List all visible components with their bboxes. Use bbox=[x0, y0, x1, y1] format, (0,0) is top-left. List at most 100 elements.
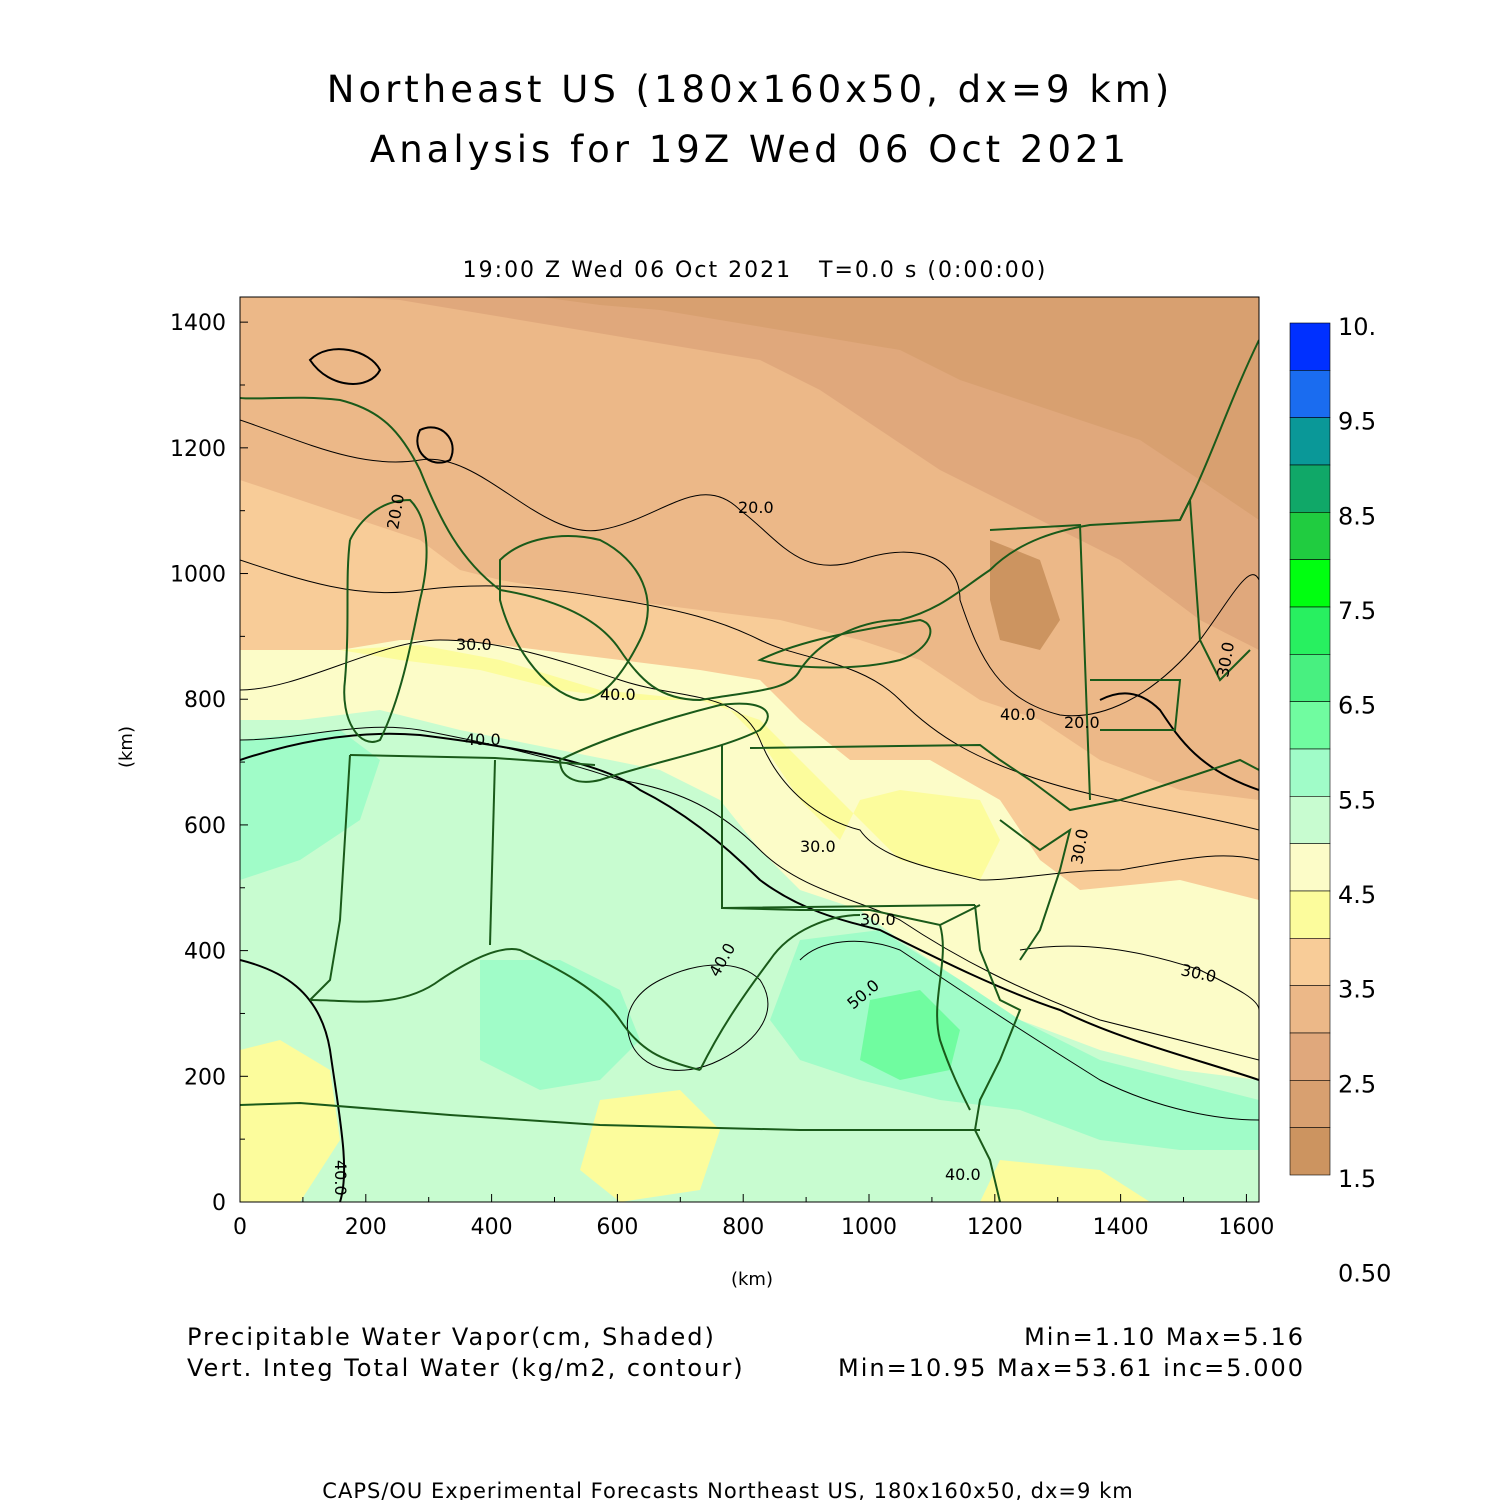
shaded-field-label: Precipitable Water Vapor(cm, Shaded) bbox=[187, 1323, 716, 1351]
colorbar-swatch bbox=[1289, 796, 1331, 844]
x-tick-label: 1400 bbox=[1093, 1215, 1149, 1240]
contour-30 bbox=[240, 639, 1259, 881]
contour-field-label: Vert. Integ Total Water (kg/m2, contour) bbox=[187, 1354, 745, 1382]
contour-north-loop2 bbox=[416, 426, 454, 464]
contour-label: 40.0 bbox=[465, 730, 501, 749]
colorbar-swatch bbox=[1289, 654, 1331, 702]
boundary-delmarva bbox=[974, 904, 1022, 1131]
chart-title-line1: Northeast US (180x160x50, dx=9 km) bbox=[326, 68, 1174, 111]
y-tick-label: 600 bbox=[184, 814, 226, 839]
colorbar-swatch bbox=[1289, 1032, 1331, 1081]
y-tick-label: 200 bbox=[184, 1065, 226, 1090]
y-tick-label: 1200 bbox=[170, 437, 226, 462]
y-tick-label: 400 bbox=[184, 940, 226, 965]
boundary-state-md bbox=[721, 904, 981, 927]
colorbar-swatch bbox=[1289, 606, 1331, 655]
x-tick-label: 0 bbox=[233, 1215, 247, 1240]
x-tick-label: 400 bbox=[471, 1215, 513, 1240]
boundary-state-ny-pa bbox=[749, 743, 1031, 781]
y-tick-label: 800 bbox=[184, 688, 226, 713]
shaded-field-stats: Min=1.10 Max=5.16 bbox=[1024, 1323, 1305, 1351]
credit-line: CAPS/OU Experimental Forecasts Northeast… bbox=[322, 1479, 1133, 1500]
colorbar-swatch bbox=[1289, 370, 1331, 418]
contour-45-south bbox=[626, 964, 769, 1071]
colorbar-label: 5.5 bbox=[1338, 786, 1376, 814]
shade-band-5.0 bbox=[860, 990, 960, 1080]
contour-30-se bbox=[1019, 945, 1259, 1011]
contour-label: 40.0 bbox=[945, 1165, 981, 1184]
contour-20-north bbox=[240, 419, 1259, 717]
colorbar-label: 9.5 bbox=[1338, 408, 1376, 436]
boundary-coast-nc bbox=[974, 1129, 1001, 1202]
contour-20-ne bbox=[1099, 692, 1259, 791]
contour-40 bbox=[240, 732, 1259, 1081]
y-tick-label: 0 bbox=[212, 1191, 226, 1216]
colorbar-label: 7.5 bbox=[1338, 597, 1376, 625]
contour-north-loop bbox=[308, 348, 382, 385]
contour-label: 30.0 bbox=[800, 837, 836, 856]
plot-frame bbox=[239, 296, 1260, 1203]
y-tick-label: 1000 bbox=[170, 563, 226, 588]
contour-label: 40.0 bbox=[331, 1160, 350, 1196]
boundary-state-il-in bbox=[309, 754, 351, 1001]
contour-label: 30.0 bbox=[456, 635, 492, 654]
boundary-coast-nj bbox=[999, 819, 1072, 961]
contour-label: 40.0 bbox=[1000, 705, 1036, 724]
x-tick-label: 1600 bbox=[1218, 1215, 1274, 1240]
contour-lines bbox=[240, 348, 1259, 1202]
colorbar: 10. 9.5 8.5 7.5 6.5 5.5 4.5 3.5 2.5 1.5 0.50 bbox=[1289, 313, 1391, 1288]
x-tick-label: 1000 bbox=[841, 1215, 897, 1240]
shade-band-1.0 bbox=[540, 297, 1259, 520]
contour-label: 20.0 bbox=[1064, 713, 1100, 732]
colorbar-swatch bbox=[1289, 464, 1331, 513]
contour-label: 30.0 bbox=[860, 910, 896, 929]
colorbar-label: 0.50 bbox=[1338, 1260, 1391, 1288]
colorbar-label: 10. bbox=[1338, 313, 1376, 341]
chart-title-line2: Analysis for 19Z Wed 06 Oct 2021 bbox=[369, 128, 1131, 171]
colorbar-swatch bbox=[1289, 748, 1331, 797]
colorbar-label: 1.5 bbox=[1338, 1165, 1376, 1193]
shade-band-0.5 bbox=[990, 540, 1060, 650]
colorbar-swatch bbox=[1289, 1080, 1331, 1128]
colorbar-label: 2.5 bbox=[1338, 1070, 1376, 1098]
colorbar-swatch bbox=[1289, 559, 1331, 608]
contour-45 bbox=[799, 940, 1259, 1121]
colorbar-label: 8.5 bbox=[1338, 502, 1376, 530]
colorbar-swatch bbox=[1289, 890, 1331, 939]
boundary-state-tn bbox=[240, 1101, 980, 1131]
shade-band-3.5-south bbox=[240, 1040, 1150, 1202]
boundary-lake-ontario bbox=[757, 618, 932, 669]
colorbar-swatch bbox=[1289, 1127, 1331, 1176]
geographic-boundaries bbox=[240, 339, 1259, 1202]
colorbar-label: 3.5 bbox=[1338, 976, 1376, 1004]
boundary-new-england bbox=[989, 496, 1251, 801]
colorbar-swatch bbox=[1289, 985, 1331, 1034]
boundary-coast-east bbox=[1029, 758, 1259, 812]
x-tick-label: 1200 bbox=[967, 1215, 1023, 1240]
boundary-state-va-wv bbox=[699, 914, 861, 1071]
x-tick-label: 200 bbox=[345, 1215, 387, 1240]
contour-label: 20.0 bbox=[738, 498, 774, 517]
shaded-field bbox=[240, 297, 1259, 1202]
colorbar-swatch bbox=[1289, 938, 1331, 986]
contour-label-group: 20.0 20.0 20.0 30.0 30.0 30.0 30.0 30.0 … bbox=[331, 492, 1238, 1195]
x-axis: 0 200 400 600 800 1000 1200 1400 1600 bbox=[233, 1194, 1274, 1240]
colorbar-swatch bbox=[1289, 701, 1331, 750]
shade-band-4.5 bbox=[240, 730, 1259, 1150]
y-axis-title: (km) bbox=[116, 726, 137, 768]
boundary-us-canada bbox=[240, 339, 1259, 702]
boundary-state-ky bbox=[309, 948, 701, 1071]
colorbar-swatch bbox=[1289, 417, 1331, 466]
boundary-lake-michigan bbox=[343, 498, 428, 743]
boundary-state-north bbox=[349, 754, 596, 766]
colorbar-label: 6.5 bbox=[1338, 692, 1376, 720]
x-tick-label: 600 bbox=[596, 1215, 638, 1240]
colorbar-swatch bbox=[1289, 843, 1331, 892]
boundary-lake-huron bbox=[499, 535, 649, 702]
colorbar-swatch bbox=[1289, 322, 1331, 371]
x-axis-title: (km) bbox=[731, 1269, 773, 1290]
boundary-chesapeake bbox=[936, 924, 971, 1111]
valid-time-label: 19:00 Z Wed 06 Oct 2021 T=0.0 s (0:00:00… bbox=[462, 258, 1048, 283]
contour-40-south bbox=[240, 959, 346, 1202]
